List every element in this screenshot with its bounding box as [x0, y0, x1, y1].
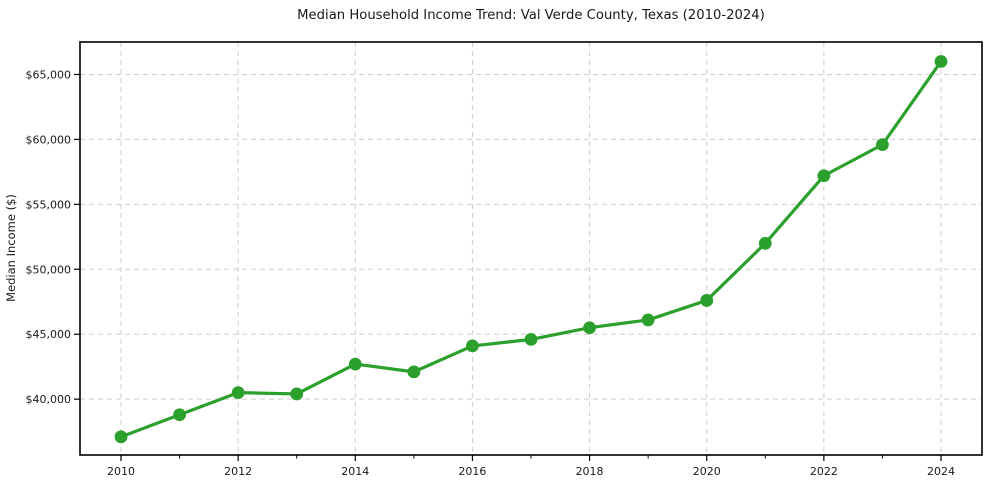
data-point-2023 — [876, 138, 889, 152]
y-tick-label: $60,000 — [26, 133, 72, 146]
data-point-2019 — [641, 313, 655, 327]
y-tick-label: $45,000 — [26, 328, 72, 341]
x-tick-label: 2020 — [693, 465, 721, 478]
trend-line — [119, 59, 943, 439]
data-point-2013 — [290, 387, 304, 401]
y-tick-label: $40,000 — [26, 393, 72, 406]
data-point-2022 — [817, 169, 831, 183]
data-point-2021 — [758, 236, 772, 250]
series-layer — [114, 55, 948, 444]
data-point-2010 — [114, 430, 128, 444]
x-tick-label: 2018 — [576, 465, 604, 478]
plot-border — [79, 41, 983, 456]
data-point-2014 — [348, 357, 362, 371]
data-point-2018 — [583, 321, 596, 335]
chart-title: Median Household Income Trend: Val Verde… — [297, 8, 765, 23]
x-tick-label: 2012 — [224, 465, 252, 478]
y-tick-label: $55,000 — [26, 198, 72, 211]
data-point-2016 — [466, 339, 479, 353]
grid-layer — [80, 42, 982, 455]
y-tick-label: $50,000 — [26, 263, 72, 276]
x-tick-label: 2024 — [927, 465, 955, 478]
data-point-2015 — [407, 365, 421, 379]
data-point-2017 — [524, 333, 538, 346]
y-tick-label: $65,000 — [26, 68, 72, 81]
axes-layer: $40,000 $45,000 $50,000 $55,000 $60,000 $65,0… — [26, 41, 983, 478]
x-tick-label: 2016 — [458, 465, 486, 478]
x-tick-label: 2022 — [810, 465, 838, 478]
data-point-2024 — [934, 55, 948, 68]
data-point-2012 — [231, 386, 245, 400]
y-axis-title: Median Income ($) — [4, 194, 18, 302]
data-point-2011 — [173, 408, 186, 422]
x-tick-label: 2014 — [341, 465, 369, 478]
x-tick-label: 2010 — [107, 465, 135, 478]
data-point-2020 — [700, 294, 714, 307]
